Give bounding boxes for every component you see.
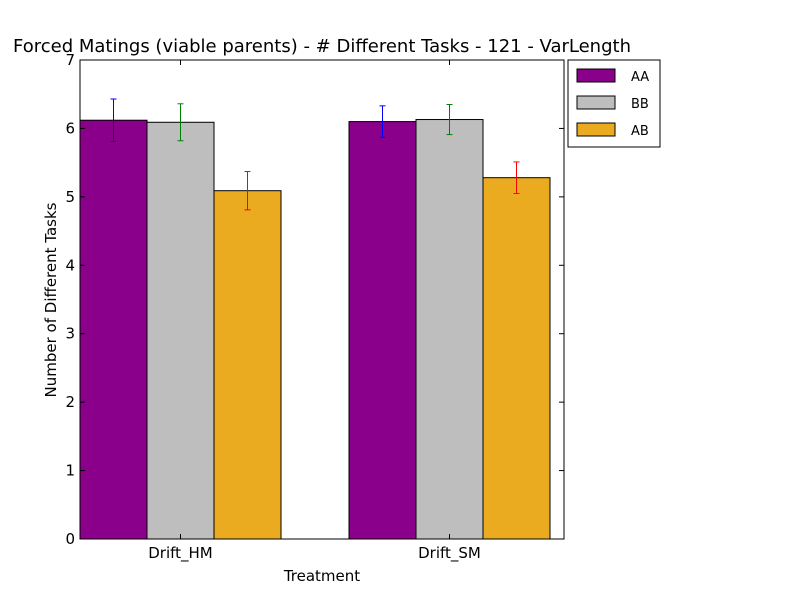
bar-aa-drift-hm: [79, 119, 148, 540]
y-tick-label: 3: [65, 325, 75, 343]
error-bar-ab-drift-sm: [513, 161, 520, 194]
error-bar-bb-drift-hm: [177, 103, 184, 142]
y-tick-label: 7: [65, 51, 75, 69]
error-bar-ab-drift-hm: [244, 171, 251, 211]
bar-bb-drift-sm: [415, 119, 484, 540]
legend-swatch-ab: [576, 122, 616, 137]
legend: AA BB AB: [567, 59, 661, 148]
error-bar-aa-drift-hm: [110, 98, 117, 142]
x-tick-label-drift-hm: Drift_HM: [148, 544, 213, 563]
plot-area: 0 1 2 3 4 5 6 7 Drift_HM Drift_SM: [65, 51, 565, 563]
error-bar-bb-drift-sm: [446, 103, 453, 136]
chart-title: Forced Matings (viable parents) - # Diff…: [13, 36, 631, 57]
legend-label-bb: BB: [631, 97, 649, 112]
legend-swatch-aa: [576, 68, 616, 83]
bar-ab-drift-hm: [213, 190, 282, 540]
y-tick-label: 6: [65, 119, 75, 137]
y-tick-label: 4: [65, 256, 75, 274]
legend-swatch-bb: [576, 95, 616, 110]
legend-label-ab: AB: [631, 124, 649, 139]
x-axis-label: Treatment: [283, 567, 360, 585]
bar-aa-drift-sm: [348, 121, 417, 540]
x-tick-label-drift-sm: Drift_SM: [418, 544, 481, 563]
y-tick-label: 0: [65, 530, 75, 548]
bar-ab-drift-sm: [482, 177, 551, 540]
y-tick-label: 2: [65, 393, 75, 411]
bar-bb-drift-hm: [146, 121, 215, 540]
y-tick-label: 5: [65, 188, 75, 206]
y-tick-label: 1: [65, 462, 75, 480]
y-axis-label: Number of Different Tasks: [42, 202, 60, 397]
axes-frame: [79, 59, 565, 540]
legend-label-aa: AA: [631, 70, 649, 85]
error-bar-aa-drift-sm: [379, 105, 386, 138]
